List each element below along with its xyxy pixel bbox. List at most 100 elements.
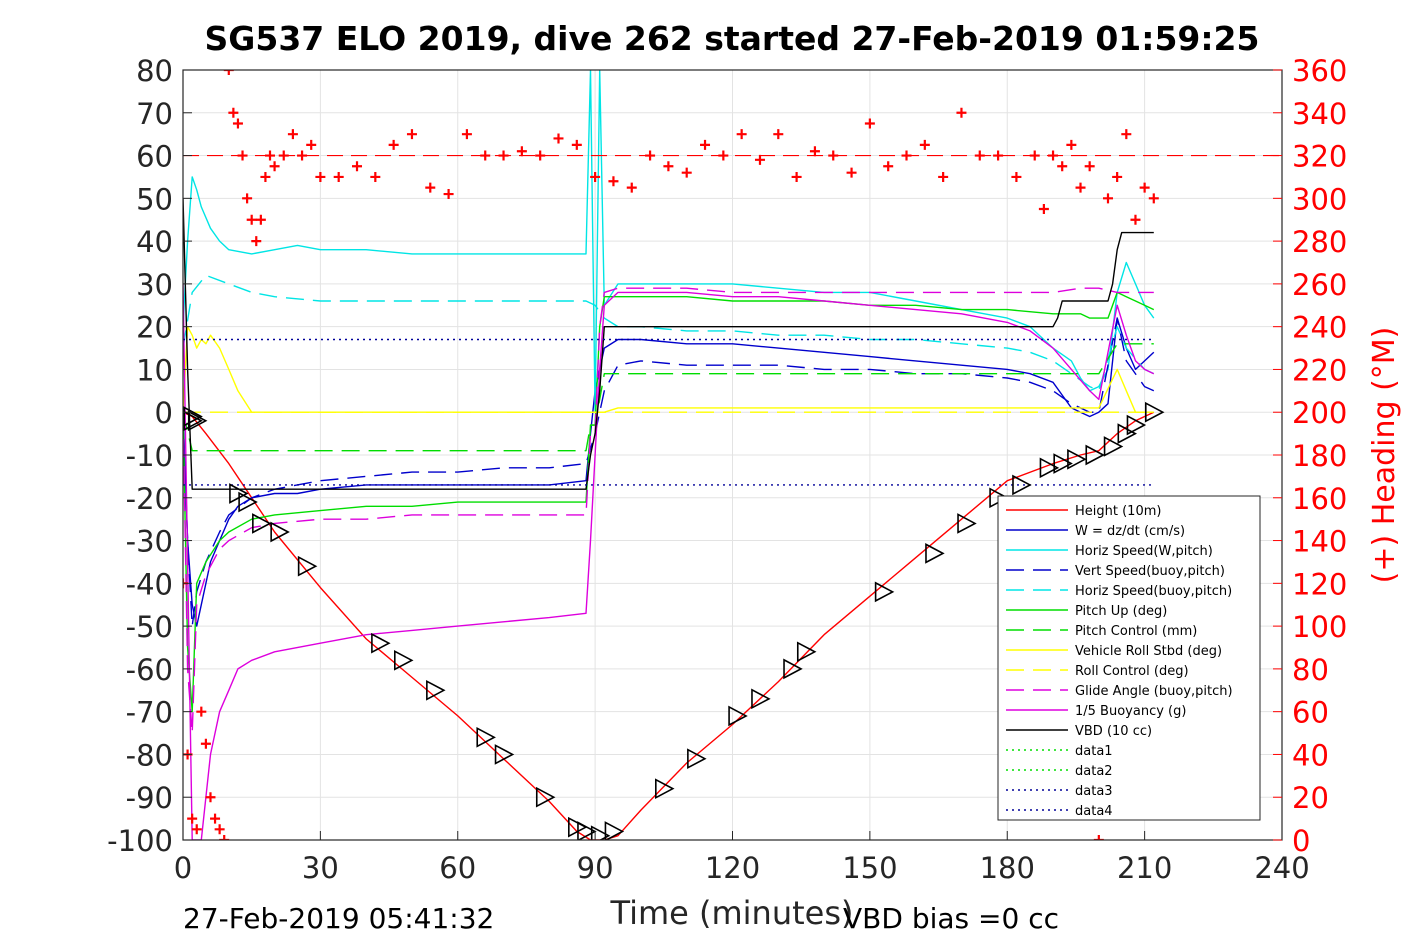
heading-point: [1011, 171, 1022, 182]
x-tick-label: 180: [980, 851, 1035, 885]
legend-label: 1/5 Buoyancy (g): [1075, 704, 1186, 719]
height-marker: [1126, 414, 1147, 436]
height-marker: [1039, 457, 1060, 479]
heading-point: [370, 171, 381, 182]
heading-point: [1066, 139, 1077, 150]
heading-point: [406, 129, 417, 140]
right-tick-label: 220: [1292, 353, 1347, 387]
legend-label: data2: [1075, 764, 1113, 779]
height-marker: [728, 705, 748, 727]
heading-point: [1038, 204, 1049, 215]
heading-point: [223, 70, 234, 75]
height-marker: [183, 410, 203, 432]
height-marker: [476, 727, 496, 748]
left-tick-label: -80: [126, 738, 173, 772]
series-line-3: [183, 317, 1155, 627]
heading-point: [1093, 835, 1104, 840]
heading-point: [333, 171, 344, 182]
series-line-11: [183, 198, 1154, 490]
height-marker: [394, 650, 414, 671]
height-marker: [187, 410, 208, 432]
heading-point: [210, 813, 221, 824]
right-tick-label: 140: [1292, 525, 1347, 559]
right-tick-label: 360: [1292, 54, 1347, 88]
left-tick-label: 30: [136, 268, 173, 302]
x-tick-label: 60: [439, 851, 476, 885]
heading-point: [901, 150, 912, 161]
series-line-6: [183, 343, 1154, 452]
right-tick-label: 120: [1292, 567, 1347, 601]
heading-point: [352, 161, 363, 172]
series-line-9: [183, 287, 1154, 734]
left-tick-label: 50: [136, 182, 173, 216]
height-marker: [957, 513, 977, 534]
right-tick-label: 60: [1292, 696, 1329, 730]
height-marker: [1012, 474, 1032, 496]
heading-point: [315, 171, 326, 182]
heading-point: [1130, 214, 1141, 225]
legend-label: Horiz Speed(buoy,pitch): [1075, 584, 1232, 599]
legend-label: data1: [1075, 744, 1113, 759]
series-line-10: [183, 283, 1155, 840]
heading-point: [608, 176, 619, 187]
heading-point: [461, 129, 472, 140]
heading-point: [663, 161, 674, 172]
heading-point: [498, 150, 509, 161]
left-tick-label: -40: [126, 567, 173, 601]
heading-point: [535, 150, 546, 161]
left-tick-label: -70: [126, 696, 173, 730]
heading-point: [246, 214, 257, 225]
left-tick-label: 0: [155, 396, 173, 430]
heading-point: [516, 146, 527, 157]
heading-point: [1075, 182, 1086, 193]
legend-label: Glide Angle (buoy,pitch): [1075, 684, 1233, 699]
right-tick-label: 340: [1292, 97, 1347, 131]
heading-point: [1148, 193, 1159, 204]
heading-point: [1048, 150, 1059, 161]
heading-point: [251, 236, 262, 247]
left-tick-label: -10: [126, 439, 173, 473]
heading-point: [553, 133, 564, 144]
x-tick-label: 90: [577, 851, 614, 885]
heading-point: [388, 139, 399, 150]
heading-point: [306, 139, 317, 150]
height-marker: [687, 748, 707, 770]
heading-point: [237, 150, 248, 161]
right-axis-label: (+) Heading (°M): [1367, 327, 1402, 584]
right-tick-label: 20: [1292, 781, 1329, 815]
heading-point: [718, 150, 729, 161]
left-tick-label: -100: [107, 824, 173, 858]
left-tick-label: 20: [136, 311, 173, 345]
series-line-0: [183, 411, 1155, 840]
x-axis: 0 30 60 90 120 150 180 210 240: [174, 831, 1310, 885]
heading-point: [956, 107, 967, 118]
left-tick-label: -20: [126, 482, 173, 516]
heading-point: [645, 150, 656, 161]
height-marker: [426, 679, 446, 701]
legend-label: Pitch Up (deg): [1075, 604, 1167, 619]
height-marker: [1053, 453, 1073, 474]
right-axis: 3603403203002802602402202001801601401201…: [1273, 54, 1347, 858]
legend-label: data3: [1075, 784, 1113, 799]
heading-point: [1102, 193, 1113, 204]
heading-point: [260, 171, 271, 182]
right-tick-label: 280: [1292, 225, 1347, 259]
height-marker: [1103, 436, 1124, 457]
height-marker: [494, 744, 515, 765]
heading-point: [1057, 161, 1068, 172]
left-tick-label: 70: [136, 97, 173, 131]
heading-point: [864, 118, 875, 129]
series-line-1: [183, 317, 1155, 627]
height-marker: [270, 521, 290, 543]
legend-label: Vert Speed(buoy,pitch): [1075, 564, 1225, 579]
heading-point: [255, 214, 266, 225]
left-tick-label: 10: [136, 353, 173, 387]
right-tick-label: 160: [1292, 482, 1347, 516]
heading-point: [228, 107, 239, 118]
heading-point: [219, 835, 230, 840]
left-tick-label: 80: [136, 54, 173, 88]
footer-vbd-bias: VBD bias =0 cc: [843, 902, 1059, 935]
heading-point: [1112, 171, 1123, 182]
heading-point: [754, 154, 765, 165]
